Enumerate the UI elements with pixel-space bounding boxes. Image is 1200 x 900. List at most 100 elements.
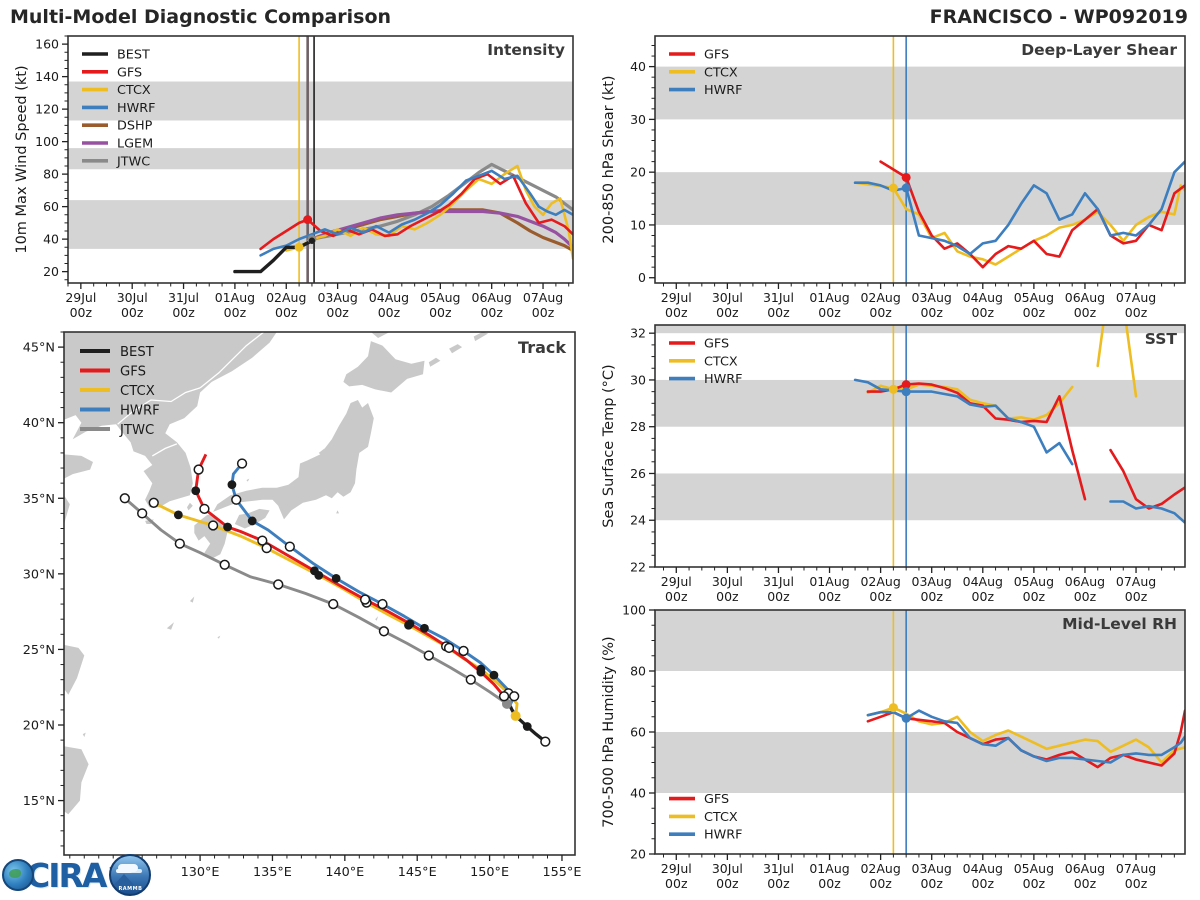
track-marker-CTCX [148, 497, 159, 508]
land-izu [336, 510, 339, 514]
sst-series-CTCX [866, 325, 1138, 421]
shear-xtick-hour: 00z [767, 305, 790, 320]
sst-init-marker-CTCX [888, 384, 898, 394]
intensity-ytick-label: 120 [35, 102, 59, 117]
sst-init-marker-GFS [901, 380, 911, 390]
track-marker-GFS [199, 503, 210, 515]
intensity-legend-label-DSHP: DSHP [117, 119, 153, 134]
sst-ytick-label: 26 [630, 466, 646, 481]
intensity-series-CTCX [285, 164, 573, 260]
sst-xtick-hour: 00z [716, 589, 739, 604]
shear-xtick-label: 31Jul [763, 290, 794, 305]
sst-legend-label-GFS: GFS [704, 337, 729, 352]
shear-ytick-label: 10 [630, 217, 646, 232]
panel-intensity: 29Jul00z30Jul00z31Jul00z01Aug00z02Aug00z… [14, 35, 574, 320]
intensity-xtick-label: 31Jul [168, 290, 199, 305]
intensity-ytick-label: 140 [35, 69, 59, 84]
shear-xtick-label: 29Jul [661, 290, 692, 305]
track-marker-CTCX [510, 710, 521, 721]
land-kuril-3 [473, 332, 489, 342]
rh-series-group [866, 703, 1185, 769]
shear-ytick-label: 30 [630, 112, 646, 127]
intensity-xtick-hour: 00z [172, 305, 195, 320]
border-russia-china [199, 332, 265, 389]
track-marker-JTWC [378, 626, 390, 637]
shear-xtick-hour: 00z [1074, 305, 1097, 320]
track-line-JTWC [123, 497, 508, 705]
shear-init-marker-GFS [901, 172, 911, 182]
land-okinawa [166, 622, 174, 630]
sst-xtick-hour: 00z [818, 589, 841, 604]
shear-series-GFS [879, 160, 1185, 269]
sst-xtick-label: 03Aug [912, 574, 952, 589]
track-legend-label-BEST: BEST [120, 345, 155, 360]
rh-ytick-label: 100 [622, 603, 646, 618]
intensity-xtick-label: 30Jul [117, 290, 148, 305]
intensity-ytick-label: 100 [35, 134, 59, 149]
shear-ylabel: 200-850 hPa Shear (kt) [601, 75, 617, 243]
intensity-legend-label-CTCX: CTCX [117, 83, 151, 98]
storm-title: FRANCISCO - WP092019 [929, 6, 1188, 28]
sst-xtick-label: 31Jul [763, 574, 794, 589]
shear-xtick-hour: 00z [1125, 305, 1148, 320]
track-marker-GFS [359, 594, 371, 605]
track-marker-JTWC [219, 559, 230, 570]
intensity-xtick-hour: 00z [429, 305, 452, 320]
land-shandong [64, 454, 93, 479]
track-xtick-label: 145°E [398, 865, 437, 880]
land-hokkaido [343, 341, 425, 393]
shear-init-marker-HWRF [901, 183, 911, 193]
rh-category-band [655, 610, 1185, 671]
intensity-xtick-hour: 00z [532, 305, 555, 320]
track-marker-HWRF [231, 494, 242, 505]
rh-init-marker-CTCX [888, 703, 898, 713]
sst-xtick-hour: 00z [767, 589, 790, 604]
intensity-xtick-label: 02Aug [266, 290, 306, 305]
sst-frame [654, 324, 1186, 568]
shear-xtick-hour: 00z [716, 305, 739, 320]
intensity-xtick-label: 03Aug [317, 290, 357, 305]
rh-ytick-label: 20 [630, 847, 646, 862]
track-marker-GFS [443, 642, 455, 654]
intensity-xtick-label: 06Aug [472, 290, 512, 305]
track-marker-JTWC [465, 674, 476, 685]
sst-category-band [655, 473, 1185, 521]
rh-ytick-label: 80 [630, 664, 646, 679]
intensity-legend-label-GFS: GFS [117, 65, 142, 80]
track-map-group [64, 332, 551, 815]
intensity-xtick-hour: 00z [224, 305, 247, 320]
sst-xtick-hour: 00z [869, 589, 892, 604]
track-ytick-label: 45°N [23, 341, 55, 356]
rh-xtick-label: 04Aug [963, 861, 1003, 876]
rh-series-CTCX [866, 706, 1185, 764]
land-luzon [64, 746, 89, 815]
rh-series-HWRF [866, 709, 1185, 764]
land-kuril-2 [449, 344, 463, 354]
rh-xtick-label: 06Aug [1065, 861, 1105, 876]
sst-xtick-label: 06Aug [1065, 574, 1105, 589]
track-marker-JTWC [137, 508, 148, 519]
land-mainland-asia [64, 332, 277, 508]
track-marker-JTWC [119, 493, 130, 504]
track-marker-HWRF [489, 670, 499, 680]
track-marker-JTWC [273, 579, 284, 590]
panel-track: 125°E130°E135°E140°E145°E150°E155°E15°N2… [23, 331, 581, 880]
intensity-xtick-hour: 00z [326, 305, 349, 320]
track-legend-label-JTWC: JTWC [119, 423, 154, 438]
rh-xtick-hour: 00z [665, 876, 688, 891]
land-babuyan [82, 732, 86, 738]
track-marker-GFS [310, 566, 319, 576]
sst-xtick-label: 02Aug [860, 574, 900, 589]
rh-xtick-hour: 00z [1125, 876, 1148, 891]
rh-xtick-label: 31Jul [763, 861, 794, 876]
shear-series-group [853, 160, 1185, 269]
sst-xtick-label: 05Aug [1014, 574, 1054, 589]
intensity-xtick-label: 29Jul [65, 290, 96, 305]
intensity-series-LGEM [310, 209, 573, 249]
sst-series-group [853, 325, 1185, 524]
track-marker-HWRF [331, 573, 341, 583]
track-marker-GFS [223, 522, 232, 532]
track-xtick-label: 140°E [325, 865, 364, 880]
